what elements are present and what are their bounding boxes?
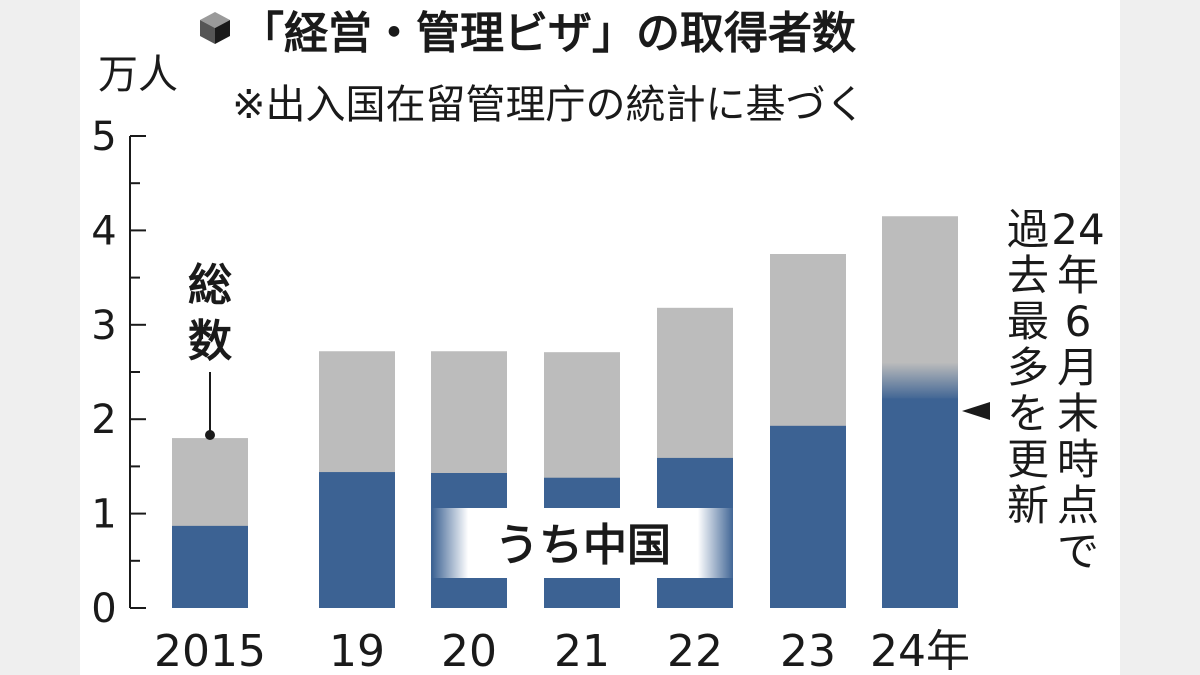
y-tick-label: 3	[91, 303, 116, 349]
annotation-pointer	[962, 402, 990, 420]
x-tick-label: 23	[780, 626, 836, 675]
total-leader-dot	[205, 430, 215, 440]
annotation-char: 点	[1057, 481, 1099, 530]
annotation-char: 更	[1007, 435, 1049, 484]
annotation-char: 新	[1007, 481, 1049, 530]
annotation-char: 時	[1057, 435, 1099, 484]
bar-china-fade	[882, 362, 958, 401]
x-tick-label: 19	[329, 626, 385, 675]
annotation-char: 6	[1065, 297, 1092, 346]
annotation-char: 最	[1007, 297, 1049, 346]
annotation-char: を	[1007, 389, 1049, 438]
chart-title: 「経営・管理ビザ」の取得者数	[240, 8, 856, 59]
annotation-char: で	[1057, 527, 1099, 576]
annotation-char: 去	[1007, 251, 1049, 300]
y-ticks: 0 1 2 3 4 5	[91, 114, 146, 632]
annotation-char: 多	[1007, 343, 1049, 392]
x-tick-labels: 2015 19 20 21 22 23 24年	[154, 626, 970, 675]
bar-china	[882, 398, 958, 608]
x-tick-label: 20	[441, 626, 497, 675]
y-tick-label: 5	[91, 114, 116, 160]
annotation-char: 24	[1051, 205, 1104, 254]
y-axis-unit: 万人	[98, 52, 178, 98]
annotation-char: 年	[1057, 251, 1099, 300]
x-tick-label: 22	[667, 626, 723, 675]
bar-china	[319, 472, 395, 608]
total-label-char2: 数	[188, 316, 232, 367]
annotation-char: 月	[1057, 343, 1099, 392]
total-label-char1: 総	[188, 260, 232, 311]
bar-china	[770, 425, 846, 608]
annotation-char: 末	[1057, 389, 1099, 438]
china-label-bg	[432, 508, 734, 578]
x-tick-label: 24年	[870, 626, 970, 675]
chart-subtitle: ※出入国在留管理庁の統計に基づく	[232, 82, 866, 128]
china-label: うち中国	[495, 520, 671, 571]
y-tick-label: 0	[91, 586, 116, 632]
x-tick-label: 21	[554, 626, 610, 675]
left-margin	[0, 0, 80, 675]
bar-china	[172, 525, 248, 608]
cube-icon	[200, 12, 230, 44]
y-tick-label: 1	[91, 492, 116, 538]
x-tick-label: 2015	[154, 626, 266, 675]
right-margin	[1120, 0, 1200, 675]
y-tick-label: 4	[91, 208, 116, 254]
annotation-char: 過	[1007, 205, 1049, 254]
y-tick-label: 2	[91, 397, 116, 443]
